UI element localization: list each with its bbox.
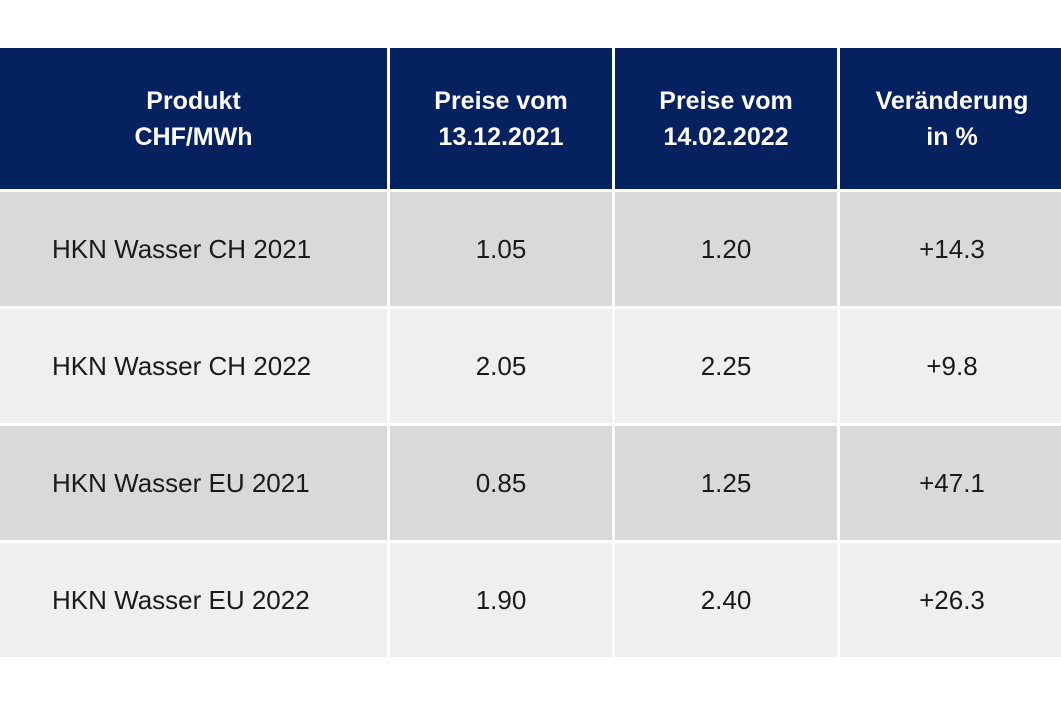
header-price-2021: Preise vom 13.12.2021 (390, 48, 612, 189)
row-2-change: +9.8 (840, 309, 1061, 423)
header-product-line1: Produkt (146, 86, 241, 115)
price-table: Produkt CHF/MWh Preise vom 13.12.2021 Pr… (0, 48, 1061, 657)
row-3-price-2022: 1.25 (615, 426, 837, 540)
row-4-product: HKN Wasser EU 2022 (0, 543, 387, 657)
row-1-price-2021: 1.05 (390, 192, 612, 306)
row-1-price-2022: 1.20 (615, 192, 837, 306)
header-product: Produkt CHF/MWh (0, 48, 387, 189)
row-2-price-2021: 2.05 (390, 309, 612, 423)
header-change: Veränderung in % (840, 48, 1061, 189)
header-price-2022-line2: 14.02.2022 (663, 122, 789, 151)
row-4-price-2021: 1.90 (390, 543, 612, 657)
row-1-change: +14.3 (840, 192, 1061, 306)
row-2-price-2022: 2.25 (615, 309, 837, 423)
header-price-2022: Preise vom 14.02.2022 (615, 48, 837, 189)
row-3-price-2021: 0.85 (390, 426, 612, 540)
row-4-price-2022: 2.40 (615, 543, 837, 657)
row-2-product: HKN Wasser CH 2022 (0, 309, 387, 423)
header-price-2021-line1: Preise vom (434, 86, 568, 115)
row-1-product: HKN Wasser CH 2021 (0, 192, 387, 306)
header-change-line2: in % (926, 122, 978, 151)
header-change-line1: Veränderung (875, 86, 1029, 115)
row-3-change: +47.1 (840, 426, 1061, 540)
header-price-2022-line1: Preise vom (659, 86, 793, 115)
row-3-product: HKN Wasser EU 2021 (0, 426, 387, 540)
header-price-2021-line2: 13.12.2021 (438, 122, 564, 151)
header-product-line2: CHF/MWh (134, 122, 253, 151)
row-4-change: +26.3 (840, 543, 1061, 657)
